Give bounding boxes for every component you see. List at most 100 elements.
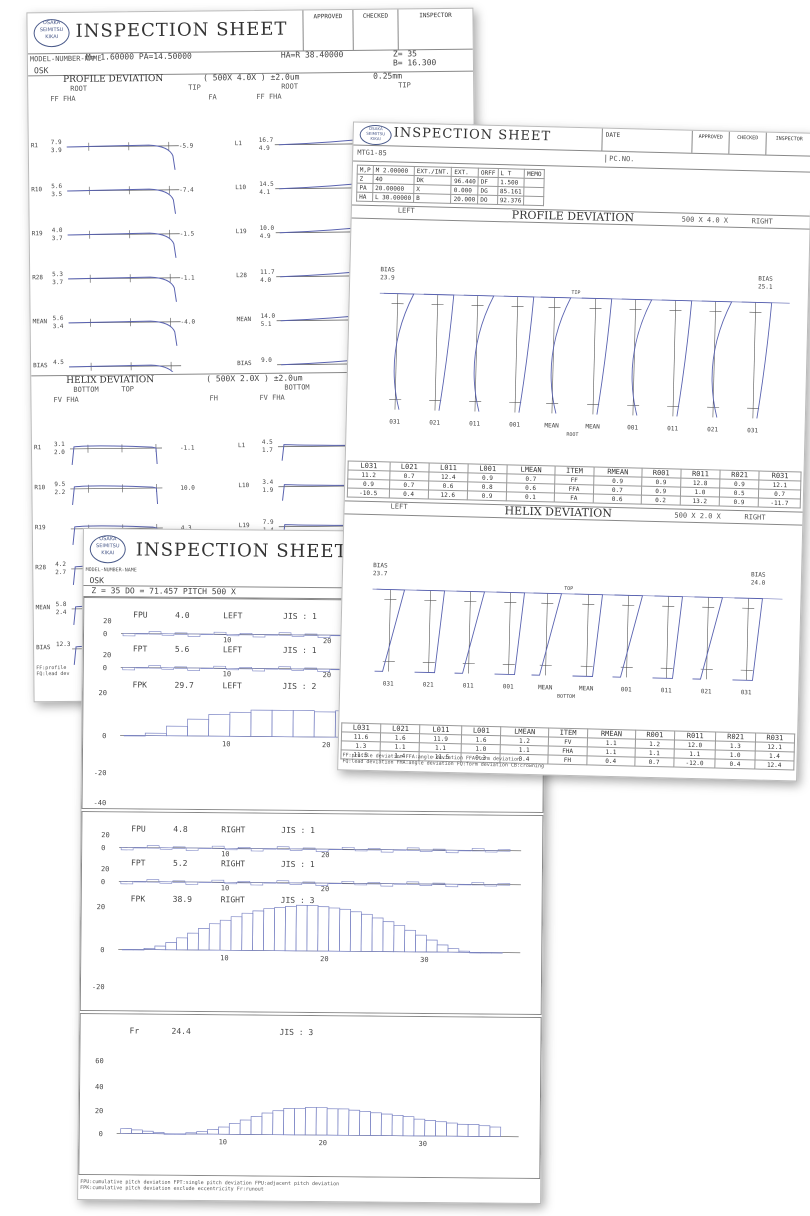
helix-scale: ( 500X 2.0X ) ±2.0um — [206, 373, 303, 384]
pitch-bar — [226, 633, 240, 637]
row-label: L10 — [235, 184, 246, 191]
pitch-bar — [198, 847, 212, 849]
chart-bar — [478, 1125, 491, 1137]
chart-bar — [284, 906, 297, 952]
tooth-label: 031 — [389, 418, 400, 425]
y-tick: 40 — [95, 1083, 104, 1091]
panel-value: 29.7 — [175, 681, 195, 690]
pitch-bar — [317, 634, 331, 638]
table-cell: -10.5 — [347, 487, 390, 498]
pitch-bar — [276, 846, 290, 850]
profile-left-label: LEFT — [397, 206, 415, 216]
chart-bar — [230, 916, 243, 951]
chart-bar — [467, 1124, 480, 1137]
tooth-axis — [626, 595, 629, 678]
x-tick: 20 — [322, 741, 331, 749]
chart-bar — [371, 917, 384, 952]
tooth-label: 021 — [429, 419, 440, 426]
param-cell: B — [413, 193, 452, 204]
pitch-bar — [302, 847, 316, 850]
pitch-bar — [276, 880, 290, 884]
chart-bar — [239, 1119, 252, 1135]
profile-deviation-title: PROFILE DEVIATION — [63, 73, 164, 85]
helix-scale: 500 X 2.0 X — [674, 511, 721, 521]
chart-bar — [143, 947, 156, 950]
chart-bar — [424, 1120, 436, 1137]
x-tick: 10 — [222, 740, 231, 748]
y-tick: 20 — [98, 689, 107, 697]
pitch-bar — [148, 665, 162, 669]
pitch-bar — [341, 880, 355, 885]
row-value: 4.9 — [260, 233, 271, 240]
row-value: 9.0 — [261, 357, 272, 364]
param-cell: MEMO — [524, 169, 545, 179]
inspector-box: INSPECTOR — [765, 132, 810, 156]
pitch-params: Z = 35 DO = 71.457 PITCH 500 X — [91, 586, 236, 597]
chart-bar — [349, 911, 362, 952]
row-value: 4.0 — [260, 277, 271, 284]
bias-left: 23.9 — [380, 274, 395, 281]
pitch-bar — [317, 668, 331, 672]
row-label: L10 — [238, 482, 249, 489]
row-label: BIAS — [33, 362, 48, 369]
chart-bar — [272, 1110, 285, 1136]
panel-value: 38.9 — [173, 895, 193, 904]
pitch-bar — [133, 847, 147, 849]
pitch-bar — [135, 667, 149, 669]
approved-box: APPROVED — [691, 130, 729, 154]
param-cell: HA — [356, 192, 373, 202]
row-value: 16.7 — [259, 137, 274, 144]
chart-bar — [469, 952, 481, 954]
row-value: 3.5 — [51, 191, 62, 198]
y-tick: 20 — [95, 1107, 104, 1115]
chart-bar — [250, 1116, 263, 1135]
panel-side: LEFT — [223, 611, 243, 620]
panel-value: 4.8 — [173, 825, 188, 834]
chart-bar — [261, 1112, 274, 1136]
pitch-bar — [198, 881, 212, 883]
tooth-label: 031 — [747, 427, 758, 434]
row-value: 3.7 — [52, 235, 63, 242]
tooth-label: 001 — [621, 686, 632, 693]
checked-box: CHECKED — [728, 131, 766, 155]
param-cell: M,P — [357, 165, 374, 175]
chart-bar — [197, 928, 210, 951]
tooth-label: 001 — [509, 421, 520, 428]
chart-bar — [219, 919, 232, 951]
tooth-curve — [540, 296, 572, 414]
chart-bar — [241, 912, 254, 951]
pitch-bar — [458, 849, 472, 852]
profile-scale: 500 X 4.0 X — [681, 215, 729, 225]
panel-label: FPK — [133, 680, 148, 689]
row-value: 4.2 — [55, 561, 66, 568]
pitch-bar — [315, 848, 329, 852]
pitch-bar — [278, 632, 292, 636]
y-tick: 0 — [101, 878, 105, 886]
tooth-axis — [752, 302, 756, 419]
x-tick: 20 — [320, 955, 329, 963]
tooth-axis — [428, 590, 431, 673]
x-tick: 20 — [323, 671, 332, 679]
helix-curve — [72, 485, 159, 505]
row-value: 1.7 — [262, 447, 273, 454]
pitch-bar — [146, 879, 160, 883]
chart-bar — [458, 950, 471, 953]
tooth-curve — [463, 294, 495, 412]
param-cell: ORFF — [478, 168, 499, 178]
bottom-label: BOTTOM — [73, 385, 99, 394]
x-tick: 10 — [223, 636, 232, 644]
row-value: 10.0 — [260, 225, 275, 232]
table-cell: 13.2 — [680, 496, 720, 507]
pitch-bar — [224, 847, 238, 851]
row-value: 4.9 — [259, 145, 270, 152]
row-fa-value: -5.9 — [179, 143, 194, 150]
ff-fha-label: FF FHA — [50, 94, 76, 104]
panel-value: 5.2 — [173, 859, 188, 868]
top-label: TOP — [121, 385, 135, 394]
row-fa-value: -1.5 — [180, 231, 195, 238]
pitch-bar — [174, 666, 188, 669]
pitch-section: Fr 24.4 JIS : 3 60 40 20 0 10 20 30 — [78, 1012, 542, 1180]
panel-value: 4.0 — [175, 611, 190, 620]
pitch-bar — [419, 849, 433, 852]
